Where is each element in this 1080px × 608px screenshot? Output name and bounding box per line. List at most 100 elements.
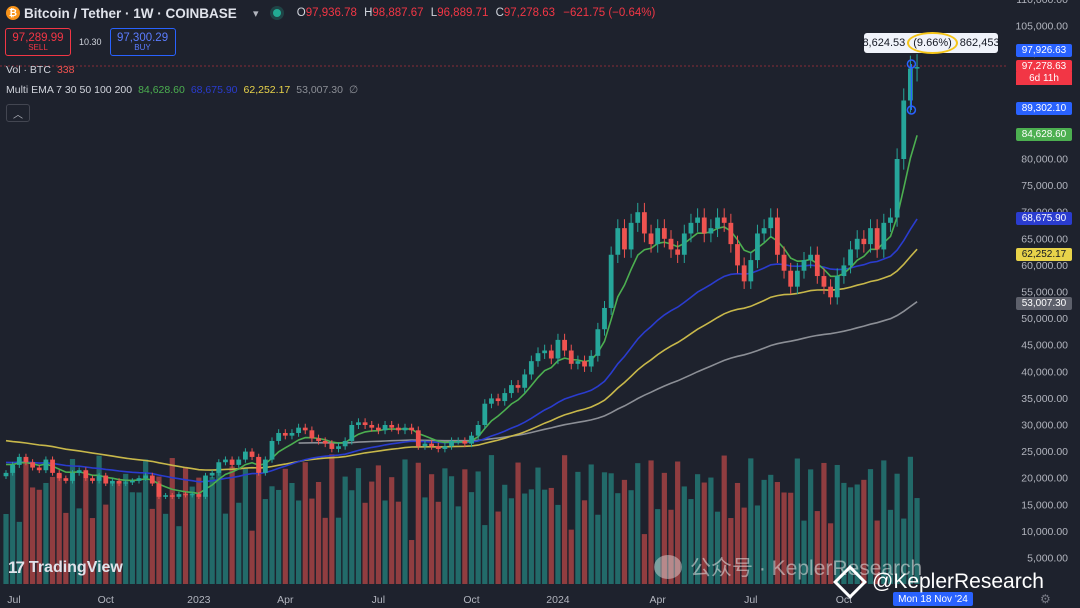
- y-tick-label: 55,000.00: [1021, 287, 1068, 299]
- x-tick-label: 2023: [187, 594, 211, 606]
- candle: [874, 228, 880, 250]
- buy-label: BUY: [134, 42, 151, 52]
- volume-bar: [668, 509, 674, 584]
- volume-bar: [681, 486, 687, 584]
- volume-bar: [342, 476, 348, 584]
- volume-bar: [69, 458, 76, 584]
- volume-bar: [10, 465, 16, 584]
- volume-bar: [881, 460, 887, 584]
- candle: [196, 494, 202, 497]
- candle: [675, 249, 681, 255]
- candle: [841, 265, 847, 277]
- volume-bar: [734, 482, 741, 584]
- candle: [781, 254, 787, 271]
- volume-bar: [548, 487, 554, 584]
- measure-tooltip: 8,624.53 (9.66%) 862,453: [862, 32, 1000, 54]
- open-label: O: [296, 7, 306, 19]
- ema-indicator-legend[interactable]: Multi EMA 7 30 50 100 200 84,628.60 68,6…: [6, 84, 364, 96]
- chart-header: ₿ Bitcoin / Tether · 1W · COINBASE ▾ O97…: [6, 3, 655, 23]
- candle: [169, 495, 175, 497]
- volume-bar: [588, 464, 594, 584]
- candle: [63, 478, 69, 481]
- volume-bar: [867, 469, 874, 584]
- candle: [469, 435, 474, 444]
- candle: [296, 427, 301, 433]
- candle: [828, 286, 833, 298]
- volume-bar: [854, 484, 860, 584]
- volume-bar: [196, 477, 202, 584]
- candle: [582, 361, 587, 367]
- volume-bar: [828, 523, 834, 584]
- volume-bar: [455, 506, 461, 584]
- volume-bar: [847, 487, 854, 584]
- candle: [848, 249, 853, 266]
- x-tick-label: Jul: [372, 594, 385, 606]
- volume-bar: [641, 534, 647, 584]
- volume-bar: [349, 490, 355, 584]
- y-tick-label: 10,000.00: [1021, 526, 1068, 538]
- volume-indicator-value: 338: [56, 64, 75, 76]
- candle: [668, 238, 674, 250]
- y-tick-label: 45,000.00: [1021, 340, 1068, 352]
- volume-bar: [495, 511, 501, 584]
- volume-bar: [542, 489, 548, 584]
- volume-bar: [169, 458, 175, 584]
- volume-bar: [202, 495, 209, 584]
- candle: [462, 440, 468, 444]
- crosshair-date-tag: Mon 18 Nov '24: [893, 592, 973, 606]
- candle: [236, 459, 242, 465]
- candle: [389, 425, 395, 428]
- ema7-legend-value: 84,628.60: [138, 84, 185, 96]
- measure-right-value: 862,453: [959, 37, 1000, 49]
- candle: [794, 270, 800, 287]
- candle: [322, 440, 328, 444]
- ema-indicator-name: Multi EMA 7 30 50 100 200: [6, 84, 133, 96]
- candle: [801, 260, 807, 271]
- volume-indicator-legend[interactable]: Vol · BTC 338: [6, 64, 80, 76]
- candle: [369, 425, 375, 428]
- volume-bar: [23, 461, 29, 584]
- ema30-legend-value: 68,675.90: [190, 84, 238, 96]
- candle: [595, 329, 601, 356]
- tradingview-mark-icon: 17: [8, 558, 25, 577]
- volume-bar: [901, 518, 907, 584]
- volume-bar: [163, 513, 169, 584]
- volume-bar: [841, 482, 847, 584]
- volume-bar: [116, 481, 122, 584]
- volume-bar: [435, 501, 441, 584]
- candle: [176, 494, 182, 497]
- candle: [761, 228, 767, 234]
- volume-bar: [655, 509, 661, 584]
- candle: [256, 456, 262, 473]
- candle: [342, 440, 348, 447]
- volume-bar: [409, 540, 415, 584]
- candle: [189, 494, 195, 496]
- hide-icon[interactable]: ▾: [253, 7, 259, 20]
- x-tick-label: Jul: [744, 594, 757, 606]
- volume-bar: [774, 482, 780, 584]
- candle: [635, 212, 641, 223]
- volume-bar: [482, 525, 488, 584]
- volume-bar: [462, 469, 468, 584]
- volume-bar: [675, 461, 681, 584]
- market-open-icon: [272, 9, 281, 17]
- symbol-title[interactable]: Bitcoin / Tether · 1W · COINBASE: [24, 5, 237, 21]
- candle: [289, 432, 295, 436]
- candle: [455, 440, 461, 442]
- volume-bar: [129, 492, 135, 584]
- collapse-legend-button[interactable]: ︿: [6, 104, 30, 122]
- volume-bar: [296, 500, 302, 584]
- candle: [888, 217, 893, 223]
- candle: [156, 483, 162, 497]
- volume-bar: [468, 492, 475, 584]
- volume-bar: [109, 483, 115, 584]
- candle: [216, 462, 222, 473]
- candle: [282, 432, 288, 436]
- sell-button[interactable]: 97,289.99 SELL: [5, 28, 71, 56]
- candle: [356, 422, 361, 425]
- gear-icon[interactable]: ⚙: [1040, 592, 1051, 606]
- tradingview-logo[interactable]: 17 TradingView: [8, 558, 123, 578]
- volume-bar: [329, 454, 335, 584]
- buy-button[interactable]: 97,300.29 BUY: [109, 28, 176, 56]
- binance-watermark-text: @KeplerResearch: [872, 570, 1044, 593]
